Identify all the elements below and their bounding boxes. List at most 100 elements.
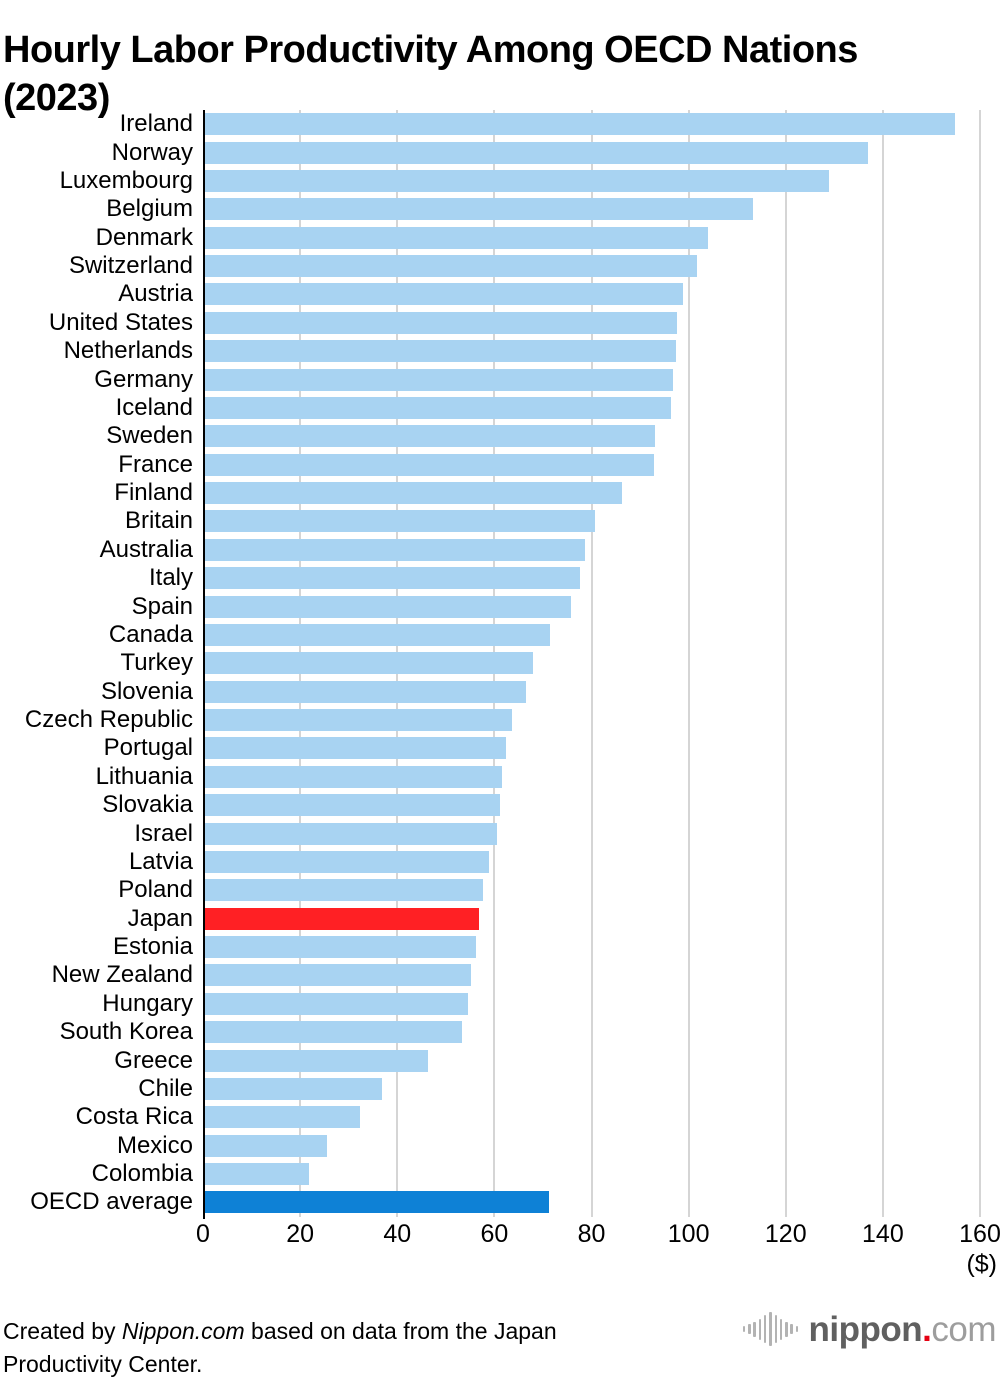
bar-track: [203, 507, 980, 535]
bar-track: [203, 848, 980, 876]
bar: [203, 283, 683, 306]
bar-row: Canada: [0, 621, 1000, 649]
bar-row: Lithuania: [0, 763, 1000, 791]
category-label: Estonia: [112, 933, 193, 961]
bar: [203, 907, 479, 930]
bar-row: Spain: [0, 592, 1000, 620]
bar-row: Israel: [0, 819, 1000, 847]
bar: [203, 680, 527, 703]
category-label: France: [118, 450, 193, 478]
bar-row: Czech Republic: [0, 706, 1000, 734]
gridline: [979, 110, 981, 1217]
bar-track: [203, 990, 980, 1018]
bar-row: France: [0, 451, 1000, 479]
x-tick-label: 80: [577, 1220, 606, 1248]
gridline: [881, 110, 884, 1217]
bar-track: [203, 422, 980, 450]
logo-word: nippon: [808, 1309, 923, 1349]
bar: [203, 1049, 429, 1072]
category-label: Denmark: [95, 223, 193, 251]
bar-track: [203, 195, 980, 223]
bar-track: [203, 309, 980, 337]
bar: [203, 1077, 382, 1100]
category-label: Austria: [118, 280, 193, 308]
bar-row: Estonia: [0, 933, 1000, 961]
gridline: [687, 110, 690, 1217]
bar-track: [203, 564, 980, 592]
category-label: New Zealand: [51, 961, 193, 989]
bar-row: Latvia: [0, 848, 1000, 876]
category-label: Colombia: [91, 1160, 193, 1188]
bar: [203, 623, 551, 646]
bar-row: Portugal: [0, 734, 1000, 762]
bar-row: Mexico: [0, 1132, 1000, 1160]
bar-row: Netherlands: [0, 337, 1000, 365]
bar-track: [203, 1132, 980, 1160]
x-axis-ticks: 0 20 40 60 80 100 120 140 160: [196, 1220, 1000, 1252]
bar-row: Belgium: [0, 195, 1000, 223]
credit-text: Created by Nippon.com based on data from…: [3, 1315, 621, 1380]
bar-row: Finland: [0, 479, 1000, 507]
gridline: [784, 110, 787, 1217]
bar: [203, 850, 490, 873]
category-label: Portugal: [103, 734, 193, 762]
bar-track: [203, 1188, 980, 1216]
bar: [203, 709, 512, 732]
bar-row: Slovakia: [0, 791, 1000, 819]
category-label: Spain: [131, 592, 193, 620]
bar: [203, 255, 697, 278]
bar: [203, 482, 622, 505]
category-label: United States: [48, 308, 193, 336]
bar-row: Norway: [0, 138, 1000, 166]
category-label: Italy: [148, 564, 193, 592]
bar: [203, 567, 581, 590]
x-tick-label: 40: [383, 1220, 412, 1248]
bar-track: [203, 649, 980, 677]
bar: [203, 453, 654, 476]
logo-wordmark: nippon.com: [808, 1309, 997, 1349]
gridline: [590, 110, 593, 1217]
bar-row: Austria: [0, 280, 1000, 308]
category-label: Slovakia: [102, 791, 193, 819]
bar-row: Greece: [0, 1046, 1000, 1074]
bar-track: [203, 224, 980, 252]
category-label: Poland: [118, 876, 193, 904]
bar: [203, 936, 477, 959]
bar-track: [203, 763, 980, 791]
y-axis-line: [203, 110, 205, 1219]
bar-track: [203, 876, 980, 904]
bar: [203, 368, 673, 391]
bar: [203, 198, 753, 221]
category-label: Switzerland: [68, 252, 193, 280]
category-label: Luxembourg: [59, 166, 193, 194]
category-label: Czech Republic: [24, 706, 193, 734]
bar: [203, 879, 483, 902]
x-tick-label: 0: [196, 1220, 210, 1248]
category-label: Ireland: [119, 110, 193, 138]
bar-track: [203, 1160, 980, 1188]
category-label: Slovenia: [100, 677, 193, 705]
bar-row: Turkey: [0, 649, 1000, 677]
bar: [203, 396, 671, 419]
bar: [203, 765, 503, 788]
bar-track: [203, 394, 980, 422]
bar: [203, 992, 469, 1015]
bar: [203, 311, 678, 334]
bar-track: [203, 280, 980, 308]
category-label: Britain: [124, 507, 193, 535]
bar-chart: Ireland Norway Luxembourg Belgium Denmark Swi…: [0, 110, 1000, 1219]
bar: [203, 822, 497, 845]
page-title: Hourly Labor Productivity Among OECD Nat…: [3, 29, 858, 119]
bar-track: [203, 621, 980, 649]
bar-track: [203, 678, 980, 706]
bar-row: Luxembourg: [0, 167, 1000, 195]
category-label: Costa Rica: [75, 1103, 193, 1131]
bar-row: Denmark: [0, 224, 1000, 252]
waveform-icon: [741, 1312, 799, 1346]
bar-rows: Ireland Norway Luxembourg Belgium Denmark Swi…: [0, 110, 1000, 1217]
category-label: Japan: [127, 904, 193, 932]
bar-track: [203, 479, 980, 507]
bar-row: Hungary: [0, 990, 1000, 1018]
bar: [203, 425, 656, 448]
bar-row: Slovenia: [0, 678, 1000, 706]
